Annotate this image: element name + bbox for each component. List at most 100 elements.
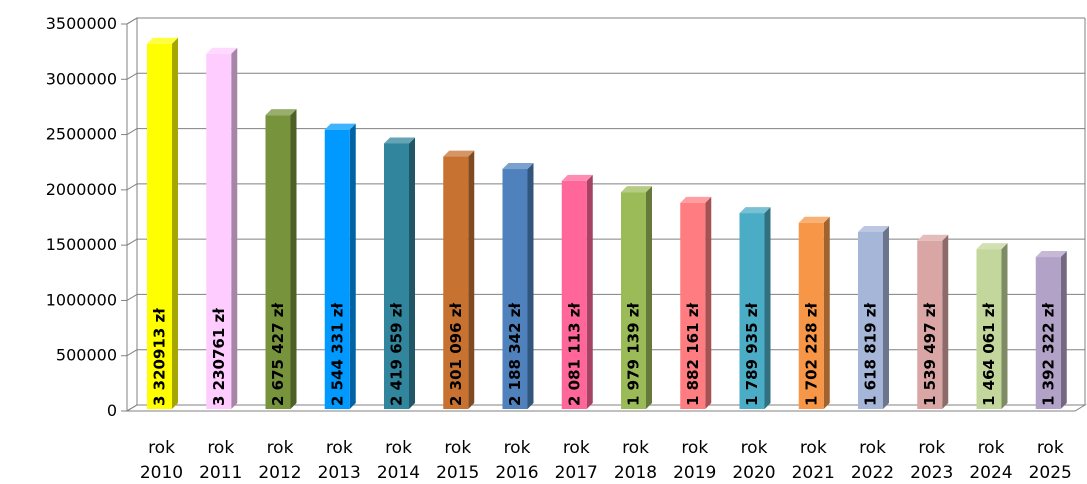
bar-side (172, 37, 178, 409)
x-tick-label: rok (1037, 438, 1064, 458)
bar-top (1035, 251, 1067, 258)
bar-top (621, 186, 652, 193)
bar (265, 109, 297, 409)
x-tick-label: rok (622, 438, 649, 458)
bar-front (561, 180, 587, 409)
data-labels: 3 320913 zł 3 230761 zł 2 675 427 zł 2 544 … (151, 303, 1058, 406)
y-tick-label: 500000 (56, 346, 117, 365)
bar-top (502, 163, 534, 170)
bar-front (680, 202, 706, 409)
bar-top (680, 196, 712, 203)
data-label: 1 979 139 zł (625, 303, 643, 406)
data-label: 1 882 161 zł (684, 303, 702, 406)
bar-top (858, 226, 889, 233)
bar (858, 226, 889, 409)
bar (798, 216, 830, 409)
bar (917, 234, 949, 409)
gridline-depth (126, 404, 138, 412)
bar-side (586, 174, 593, 409)
left-wall (126, 17, 138, 412)
data-label: 1 392 322 zł (1039, 303, 1057, 406)
bar (739, 207, 771, 409)
bar-top (206, 47, 238, 54)
bar-front (384, 143, 409, 410)
bar (502, 163, 534, 409)
data-label: 1 539 497 zł (921, 303, 939, 406)
bar-top (976, 243, 1008, 250)
x-tick-label: 2012 (258, 463, 301, 483)
gridline-depth (126, 72, 138, 80)
data-label: 2 188 342 zł (506, 303, 524, 406)
data-label: 2 544 331 zł (328, 303, 346, 406)
x-tick-label: 2010 (140, 463, 183, 483)
bar-top (147, 37, 178, 44)
x-tick-label: 2021 (792, 463, 835, 483)
y-axis-tick-labels: 0 500000 1000000 1500000 2000000 2500000 30000… (46, 14, 117, 420)
gridline-depth (126, 293, 138, 301)
bar-top (384, 137, 415, 144)
bar-side (231, 47, 238, 409)
gridline-depth (126, 183, 138, 191)
bar-side (349, 123, 356, 410)
bar (443, 150, 475, 410)
x-axis-category-labels: rok 2010 rok 2011 rok 2012 rok 2013 rok 2014 rok 20… (140, 438, 1072, 483)
bar-side (409, 137, 415, 410)
y-tick-label: 3500000 (46, 14, 117, 33)
bar-top (561, 174, 593, 181)
bar-side (646, 186, 652, 409)
data-label: 2 081 113 zł (565, 303, 583, 406)
bar-front (206, 53, 232, 409)
bar-front (502, 169, 528, 409)
y-tick-label: 0 (107, 401, 117, 420)
bar (1035, 251, 1067, 409)
bar-side (823, 216, 830, 409)
x-tick-label: 2013 (318, 463, 361, 483)
x-tick-label: rok (563, 438, 590, 458)
x-tick-label: 2020 (732, 463, 775, 483)
gridline-depth (126, 238, 138, 246)
bar-side (527, 163, 534, 409)
y-tick-label: 2000000 (46, 180, 117, 199)
gridline-depth (126, 17, 138, 25)
bar (976, 243, 1008, 409)
bar-front (798, 222, 824, 409)
x-tick-label: rok (741, 438, 768, 458)
bar-side (705, 196, 712, 409)
bar-side (1001, 243, 1008, 409)
x-tick-label: 2024 (969, 463, 1012, 483)
x-tick-label: rok (504, 438, 531, 458)
bar-side (468, 150, 475, 410)
bar-top (324, 123, 356, 130)
bar-front (858, 232, 883, 409)
y-tick-label: 1000000 (46, 290, 117, 309)
bar (561, 174, 593, 409)
x-tick-label: rok (978, 438, 1005, 458)
data-label: 3 230761 zł (210, 308, 228, 406)
bar-front (324, 129, 350, 410)
x-tick-label: rok (267, 438, 294, 458)
bar (621, 186, 652, 409)
bar-top (265, 109, 297, 116)
x-tick-label: 2019 (673, 463, 716, 483)
bar-front (1035, 257, 1061, 409)
y-tick-label: 2500000 (46, 125, 117, 144)
x-tick-label: 2018 (614, 463, 657, 483)
x-tick-label: 2016 (495, 463, 538, 483)
data-label: 2 675 427 zł (269, 303, 287, 406)
bar (680, 196, 712, 409)
x-tick-label: 2017 (555, 463, 598, 483)
data-label: 2 419 659 zł (388, 303, 406, 406)
bar-side (1060, 251, 1067, 409)
bar (324, 123, 356, 410)
bar-top (443, 150, 475, 157)
data-label: 2 301 096 zł (447, 303, 465, 406)
bar-top (798, 216, 830, 223)
x-tick-label: rok (918, 438, 945, 458)
bar (147, 37, 178, 409)
gridline-depth (126, 128, 138, 136)
x-tick-label: 2023 (910, 463, 953, 483)
bar (206, 47, 238, 409)
bar-front (917, 240, 943, 409)
bar-front (739, 213, 765, 409)
